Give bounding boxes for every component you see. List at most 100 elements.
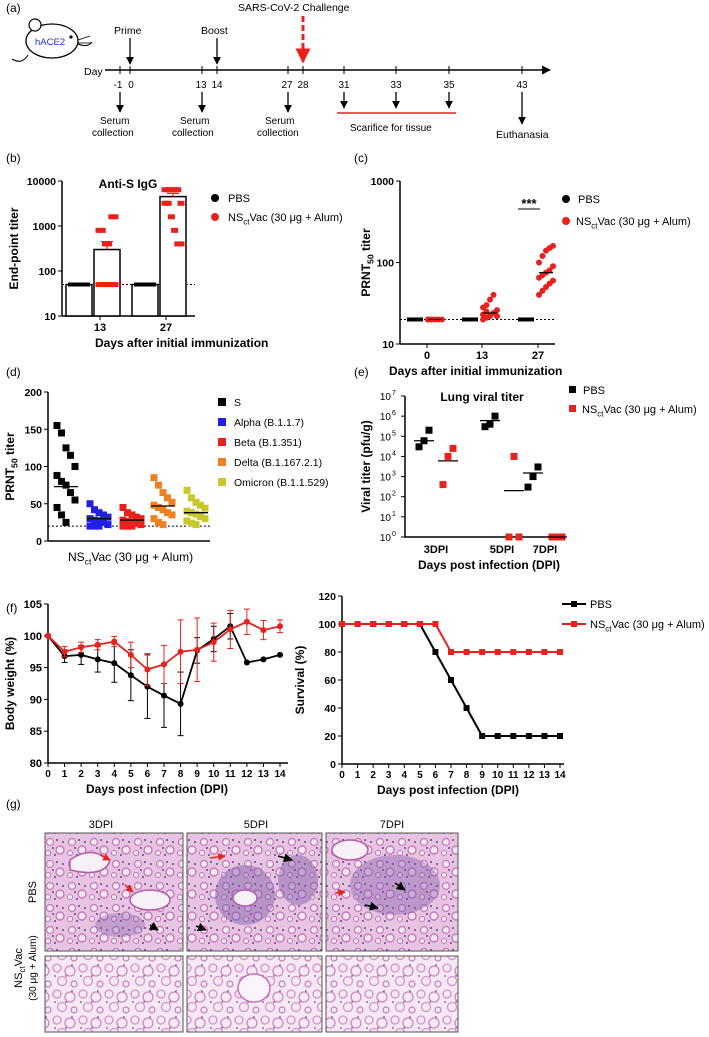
point-2-d <box>128 518 136 526</box>
point-4-d <box>192 498 200 506</box>
panel-label-b: (b) <box>6 151 21 165</box>
point-pbs-e <box>491 412 499 420</box>
point-4-d <box>188 494 195 502</box>
point-3-d <box>164 494 171 502</box>
x-label-d: NSctVac (30 μg + Alum) <box>68 550 193 567</box>
x-tick-label-c: 0 <box>424 350 430 362</box>
point-0-d <box>58 477 65 485</box>
x-tick-label-f2: 13 <box>539 770 551 781</box>
point-0-d <box>53 503 61 511</box>
point-3-d <box>168 498 176 506</box>
title-b: Anti-S IgG <box>99 177 158 191</box>
y-tick-label-f2: 0 <box>330 759 336 771</box>
point-2-d <box>137 521 145 529</box>
point-2-d <box>128 511 136 519</box>
point-2-d <box>119 522 127 530</box>
point-vac-c <box>546 267 553 274</box>
point-3-d <box>159 521 167 529</box>
point-1-f2 <box>354 621 361 627</box>
y-tick-label-e: 10 <box>380 513 392 524</box>
y-tick-label-c: 1000 <box>371 176 395 188</box>
point-pbs-e <box>529 473 537 481</box>
point-0-f1 <box>111 660 118 667</box>
point-1-f1 <box>161 661 167 668</box>
point-0-d <box>67 489 74 497</box>
point-1-d <box>104 521 112 529</box>
point-1-f2 <box>448 649 454 655</box>
point-vac-b <box>111 214 119 220</box>
point-1-f2 <box>463 649 470 655</box>
legend-marker-pbs-f2 <box>571 601 577 607</box>
point-1-d <box>91 506 98 514</box>
y-tick-label-c: 10 <box>382 339 394 351</box>
point-1-d <box>100 511 107 519</box>
y-tick-label-f1: 90 <box>30 694 42 706</box>
point-1-f1 <box>61 648 68 655</box>
point-1-d <box>86 522 94 530</box>
point-0-f1 <box>161 692 167 699</box>
point-4-d <box>183 486 191 494</box>
x-tick-label-f2: 4 <box>402 770 408 781</box>
x-tick-label-f1: 8 <box>178 769 184 780</box>
y-label-e: Viral titer (pfu/g) <box>359 420 373 512</box>
point-0-f1 <box>127 672 134 679</box>
point-0-d <box>53 422 61 430</box>
histo-row-pbs: PBS <box>27 881 39 903</box>
point-vac-b <box>98 227 106 233</box>
y-tick-exp-e: 0 <box>392 531 396 538</box>
y-tick-label-b: 10000 <box>27 176 56 188</box>
legend-label-0-d: S <box>234 397 241 409</box>
legend-vac-c: NSctVac (30 μg + Alum) <box>576 216 691 230</box>
point-3-d <box>155 481 162 489</box>
point-vac-b <box>171 227 179 233</box>
point-3-d <box>159 506 167 514</box>
point-pbs-e <box>425 426 433 434</box>
point-4-d <box>188 519 195 527</box>
point-vac-b <box>105 241 113 247</box>
legend-vac-b: NSctVac (30 μg + Alum) <box>228 212 343 226</box>
y-tick-label-f2: 80 <box>324 647 336 659</box>
point-1-f2 <box>479 649 486 655</box>
point-vac-c <box>536 291 542 298</box>
x-tick-label-e: 5DPI <box>490 544 514 556</box>
point-0-d <box>62 518 70 526</box>
day-28: 28 <box>297 80 309 91</box>
point-0-f2 <box>494 733 501 739</box>
y-tick-label-f2: 60 <box>324 675 336 687</box>
y-tick-label-f1: 100 <box>24 631 42 643</box>
point-4-d <box>201 515 209 523</box>
point-1-f1 <box>127 651 134 658</box>
x-tick-label-f2: 3 <box>386 770 392 781</box>
y-tick-label-b: 10 <box>44 311 56 323</box>
point-0-d <box>58 511 65 519</box>
day-35: 35 <box>443 80 455 91</box>
panel-label-f: (f) <box>6 601 17 615</box>
y-tick-label-b: 100 <box>38 266 56 278</box>
x-tick-label-f2: 2 <box>370 770 376 781</box>
y-tick-label-e: 10 <box>380 533 392 544</box>
line-1-f2 <box>342 623 560 653</box>
point-1-d <box>95 522 103 530</box>
point-1-f1 <box>227 626 234 633</box>
y-tick-label-e: 10 <box>380 493 392 504</box>
legend-label-3-d: Delta (B.1.167.2.1) <box>234 457 322 469</box>
x-label-c: Days after initial immunization <box>389 364 562 378</box>
x-label-b: Days after initial immunization <box>95 336 268 350</box>
y-label-c: PRNT50 titer <box>359 228 376 297</box>
histo-col-5dpi: 5DPI <box>244 819 268 831</box>
point-4-d <box>197 501 204 509</box>
legend-label-1-d: Alpha (B.1.1.7) <box>234 417 304 429</box>
x-tick-label-f2: 0 <box>339 770 345 781</box>
serum2-l2: collection <box>172 128 214 139</box>
y-tick-exp-e: 6 <box>392 410 396 417</box>
day-13: 13 <box>195 80 207 91</box>
y-tick-exp-e: 3 <box>392 471 396 478</box>
panel-label-e: (e) <box>354 365 369 379</box>
panel-label-d: (d) <box>6 365 21 379</box>
point-2-d <box>137 515 145 523</box>
histo-image-pbs-7dpi <box>325 832 459 952</box>
serum3-l1: Serum <box>265 116 294 127</box>
point-0-f2 <box>557 733 563 739</box>
point-2-d <box>124 522 131 530</box>
